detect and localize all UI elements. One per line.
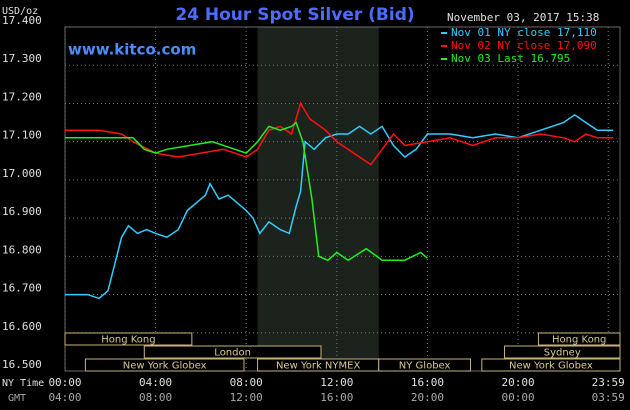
session-box <box>503 345 621 359</box>
session-label: New York Globex <box>123 361 207 372</box>
session-box <box>143 345 322 359</box>
y-tick-label: 17.200 <box>2 90 42 103</box>
x-tick-label: 23:59 <box>592 376 625 389</box>
session-box <box>481 358 621 372</box>
x-tick-label: 00:00 <box>48 376 81 389</box>
gmt-tick-label: 00:00 <box>501 391 534 404</box>
y-tick-label: 17.000 <box>2 167 42 180</box>
y-tick-label: 16.600 <box>2 320 42 333</box>
session-box <box>378 358 471 372</box>
session-label: Sydney <box>544 348 581 359</box>
gmt-tick-label: 03:59 <box>592 391 625 404</box>
series-line <box>65 113 614 300</box>
y-tick-label: 16.500 <box>2 358 42 371</box>
y-tick-label: 16.900 <box>2 205 42 218</box>
x-tick-label: 04:00 <box>139 376 172 389</box>
gmt-tick-label: 16:00 <box>320 391 353 404</box>
timestamp: November 03, 2017 15:38 <box>447 11 599 24</box>
x-tick-label: 08:00 <box>230 376 263 389</box>
session-label: New York NYMEX <box>276 361 361 372</box>
y-tick-label: 17.300 <box>2 52 42 65</box>
x-tick-label: 16:00 <box>411 376 444 389</box>
session-box <box>64 332 193 346</box>
nymex-highlight <box>257 27 379 371</box>
y-tick-label: 17.100 <box>2 129 42 142</box>
session-label: London <box>214 348 251 359</box>
x-tick-label: 20:00 <box>501 376 534 389</box>
session-label: Hong Kong <box>552 335 606 346</box>
y-tick-label: 16.700 <box>2 282 42 295</box>
gmt-tick-label: 04:00 <box>48 391 81 404</box>
legend-label: Nov 01 NY close 17,110 <box>451 26 597 39</box>
gmt-label: GMT <box>8 393 26 404</box>
session-box <box>537 332 621 346</box>
y-tick-label: 17.400 <box>2 14 42 27</box>
gmt-tick-label: 08:00 <box>139 391 172 404</box>
legend-label: Nov 02 NY close 17,090 <box>451 39 597 52</box>
session-label: New York Globex <box>509 361 593 372</box>
session-label: NY Globex <box>399 361 451 372</box>
chart-title: 24 Hour Spot Silver (Bid) <box>175 5 414 25</box>
y-tick-label: 16.800 <box>2 243 42 256</box>
y-unit: USD/oz <box>2 6 38 17</box>
gmt-tick-label: 12:00 <box>230 391 263 404</box>
series-line <box>65 101 614 166</box>
session-label: Hong Kong <box>101 335 155 346</box>
gmt-tick-label: 20:00 <box>411 391 444 404</box>
session-box <box>84 358 245 372</box>
legend-label: Nov 03 Last 16.795 <box>451 52 570 65</box>
ny-time-label: NY Time <box>2 378 44 389</box>
source-label: www.kitco.com <box>68 41 196 59</box>
series-line <box>65 121 428 262</box>
x-tick-label: 12:00 <box>320 376 353 389</box>
